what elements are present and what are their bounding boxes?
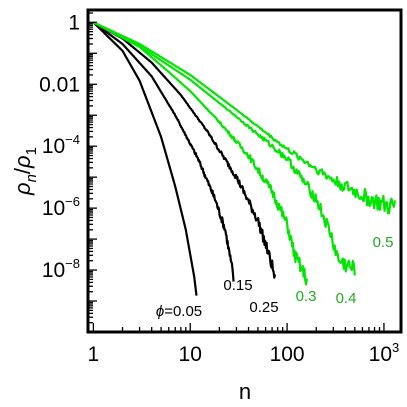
curve-label-2: 0.25	[249, 299, 278, 316]
series-line-0.25	[92, 21, 277, 279]
curve-label-4: 0.4	[336, 290, 357, 307]
x-tick-label-base: 1	[88, 343, 100, 366]
y-label-rho-den: ρ	[10, 155, 35, 169]
y-tick-label-exponent: −6	[65, 194, 80, 209]
x-tick-label: 10	[179, 343, 202, 366]
curve-label-0: ϕ=0.05	[156, 303, 202, 320]
x-tick-label: 1	[88, 343, 100, 366]
curve-label-1: 0.15	[223, 277, 252, 294]
curve-label-3: 0.3	[296, 288, 317, 305]
curve-label-symbol: ϕ	[156, 303, 164, 320]
y-label-rho-num: ρ	[10, 182, 35, 196]
y-axis-label: ρn/ρ1	[10, 147, 40, 196]
y-tick-label: 10−4	[42, 132, 80, 158]
x-tick-label-base: 100	[270, 343, 305, 366]
curve-label-5: 0.5	[373, 234, 394, 251]
y-tick-label: 1	[68, 11, 80, 34]
y-label-sub-n: n	[23, 174, 40, 182]
x-tick-label-base: 10	[179, 343, 202, 366]
curve-label-value: =0.05	[164, 303, 202, 320]
series-line-0.4	[92, 21, 356, 276]
x-tick-label-exponent: 3	[392, 340, 399, 355]
y-tick-label-exponent: −8	[65, 256, 80, 271]
series-line-0.15	[92, 21, 235, 282]
svg-text:ρn/ρ1: ρn/ρ1	[10, 147, 40, 196]
y-tick-label-exponent: −4	[65, 132, 80, 147]
y-tick-label-base: 10	[42, 135, 65, 158]
x-tick-label: 103	[369, 340, 400, 366]
y-tick-label-base: 0.01	[39, 73, 80, 96]
y-tick-label: 0.01	[39, 73, 80, 96]
y-tick-label: 10−6	[42, 194, 80, 220]
series-line-0.3	[92, 21, 308, 286]
y-tick-label-base: 10	[42, 197, 65, 220]
series-line-0.05	[92, 21, 198, 296]
y-label-sub-1: 1	[23, 147, 40, 155]
x-tick-label-base: 10	[369, 343, 392, 366]
x-tick-label: 100	[270, 343, 305, 366]
x-axis-label: n	[239, 379, 251, 404]
y-tick-label-base: 1	[68, 11, 80, 34]
plot-frame	[86, 8, 403, 334]
y-tick-label-base: 10	[42, 259, 65, 282]
y-label-slash: /	[10, 167, 35, 174]
series-line-0.5	[92, 21, 397, 215]
y-tick-label: 10−8	[42, 256, 80, 282]
